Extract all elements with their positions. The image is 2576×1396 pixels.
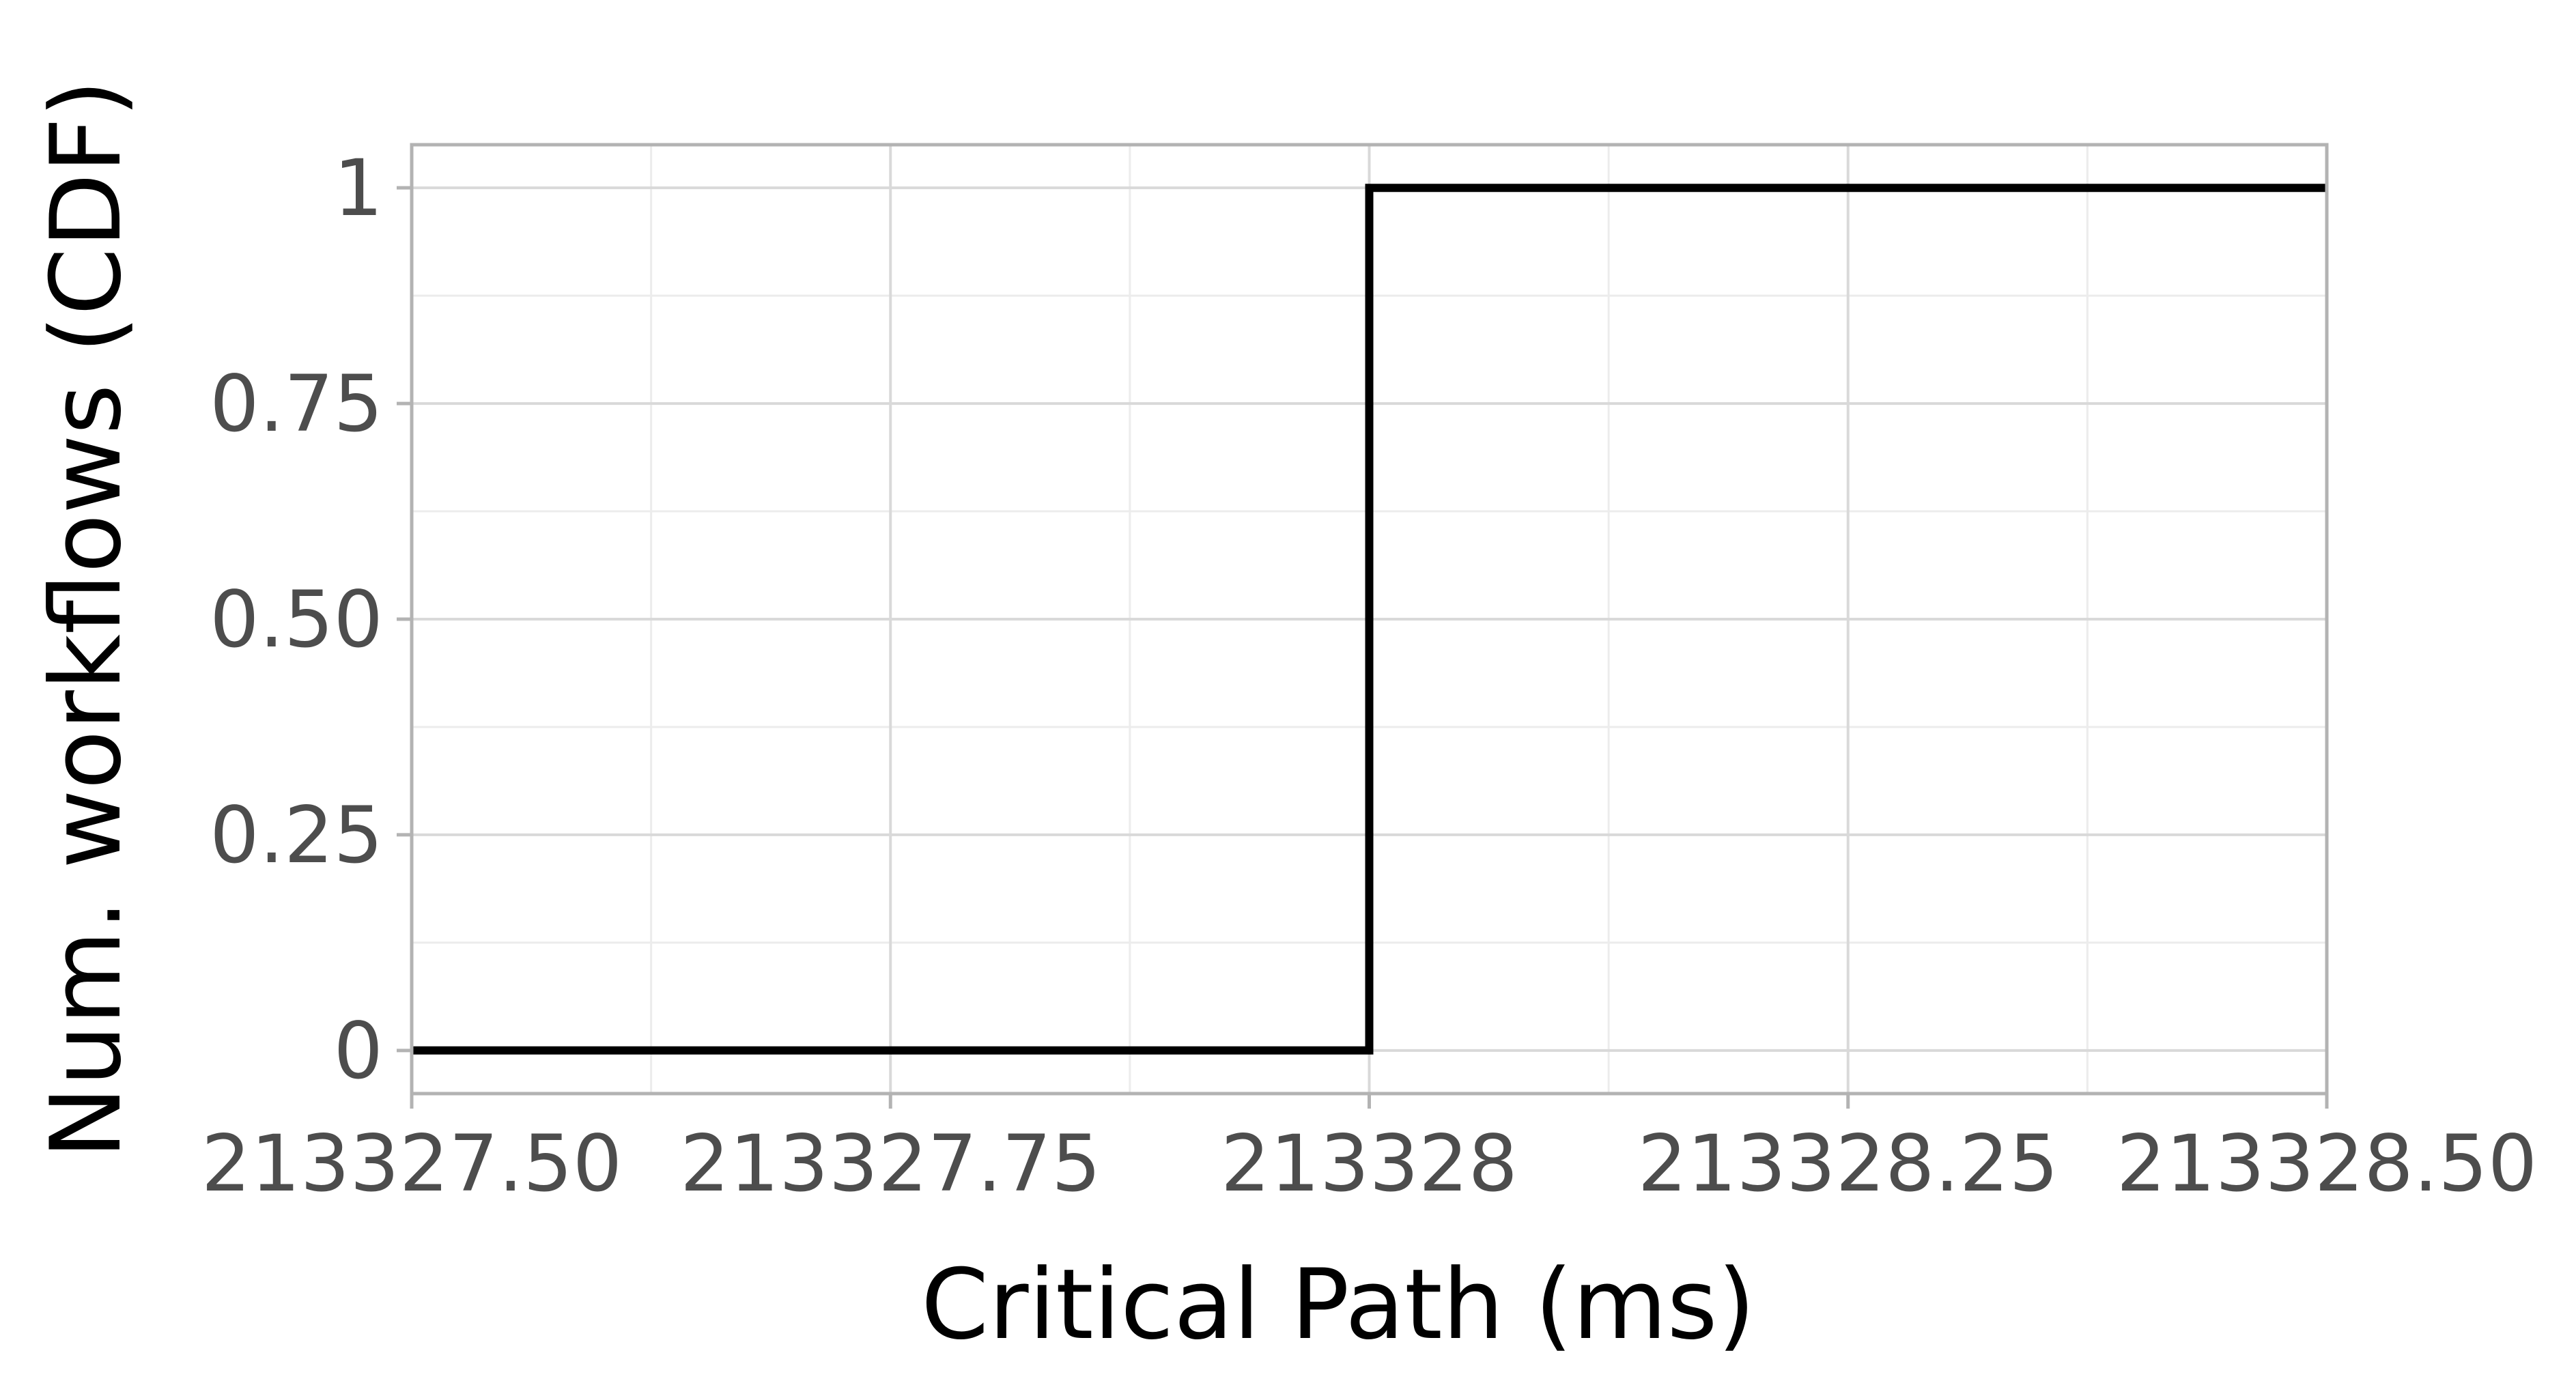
cdf-step-line (412, 184, 2327, 1055)
x-tick-label: 213328.25 (1638, 1118, 2058, 1209)
x-axis-title: Critical Path (ms) (921, 1249, 1755, 1361)
x-tick-label: 213327.75 (680, 1118, 1101, 1209)
y-tick-label: 1 (333, 143, 383, 233)
x-tick-label: 213328 (1221, 1118, 1518, 1209)
y-tick-label: 0.25 (210, 790, 383, 881)
x-tick-label: 213328.50 (2117, 1118, 2537, 1209)
y-tick-label: 0.50 (210, 574, 383, 665)
y-axis-title: Num. workflows (CDF) (30, 80, 143, 1159)
y-axis-ticks: 0 0.25 0.50 0.75 1 (210, 143, 412, 1096)
y-tick-label: 0.75 (210, 358, 383, 449)
x-tick-label: 213327.50 (201, 1118, 622, 1209)
cdf-series (412, 184, 2327, 1055)
y-tick-label: 0 (333, 1006, 383, 1096)
x-axis-ticks: 213327.50 213327.75 213328 213328.25 213328.… (201, 1094, 2537, 1209)
